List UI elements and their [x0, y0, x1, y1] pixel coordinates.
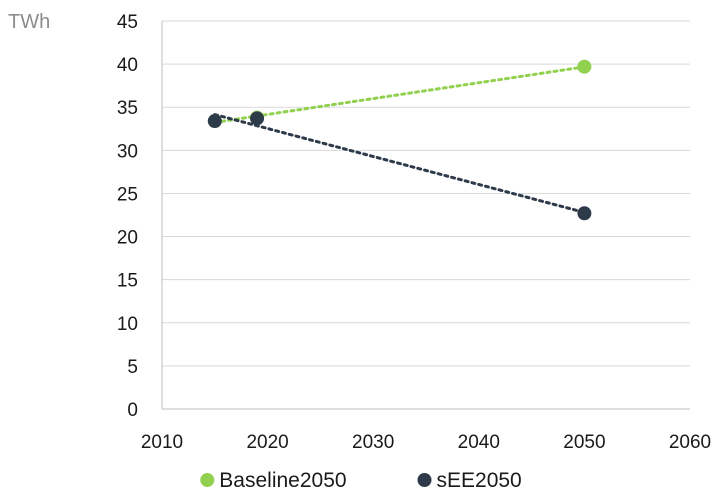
x-tick-label: 2010	[141, 432, 183, 453]
data-points	[207, 59, 592, 221]
legend-marker-1	[417, 473, 432, 487]
axes: 0 5 10 15 20 25 30 35 40 45 2010 2020 2030 2040 2050 20…	[117, 12, 711, 453]
trendlines	[213, 65, 586, 214]
legend-label-1: sEE2050	[437, 469, 522, 492]
x-tick-label: 2020	[246, 432, 288, 453]
x-tick-label: 2060	[669, 432, 711, 453]
legend-item-1: sEE2050	[417, 469, 522, 492]
legend-item-0: Baseline2050	[200, 469, 347, 492]
trendline-series-0	[213, 65, 586, 124]
y-tick-label: 45	[117, 12, 138, 33]
y-tick-label: 5	[127, 357, 138, 378]
y-tick-label: 35	[117, 98, 138, 119]
x-tick-label: 2050	[563, 432, 605, 453]
data-point-series-1-1	[250, 111, 265, 126]
y-tick-label: 0	[127, 400, 138, 421]
x-tick-label: 2030	[352, 432, 394, 453]
y-tick-label: 20	[117, 228, 138, 249]
y-axis-unit-label: TWh	[8, 11, 50, 33]
y-tick-label: 40	[117, 55, 138, 76]
trendline-series-1	[213, 113, 586, 214]
data-point-series-1-0	[207, 114, 222, 129]
y-tick-label: 10	[117, 314, 138, 335]
legend-marker-0	[200, 473, 215, 487]
y-tick-label: 15	[117, 271, 138, 292]
y-tick-label: 30	[117, 141, 138, 162]
legend-label-0: Baseline2050	[219, 469, 346, 492]
legend: Baseline2050 sEE2050	[200, 469, 522, 492]
grid-lines	[162, 20, 690, 367]
data-point-series-0-2	[577, 59, 592, 74]
x-tick-label: 2040	[458, 432, 500, 453]
y-tick-label: 25	[117, 184, 138, 205]
data-point-series-1-2	[577, 206, 592, 221]
